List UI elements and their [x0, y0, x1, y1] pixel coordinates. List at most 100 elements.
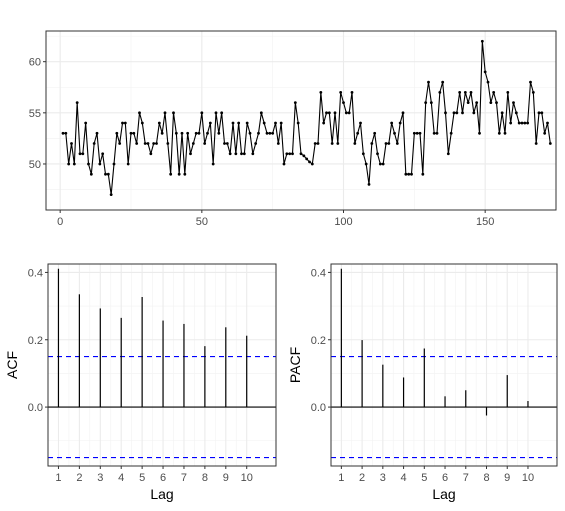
series-point	[78, 152, 82, 156]
acf-x-tick-label: 3	[97, 472, 103, 484]
acf-x-tick-label: 10	[241, 472, 253, 484]
pacf-x-tick-label: 1	[338, 472, 344, 484]
series-point	[429, 101, 433, 104]
series-point	[87, 162, 90, 166]
series-point	[378, 162, 382, 166]
series-point	[444, 111, 447, 115]
series-point	[143, 142, 147, 145]
series-point	[531, 90, 535, 94]
series-point	[500, 111, 504, 115]
series-point	[393, 131, 396, 135]
series-point	[503, 131, 507, 135]
series-point	[92, 142, 96, 145]
series-point	[174, 131, 178, 135]
acf-x-tick-label: 9	[223, 472, 229, 484]
series-point	[84, 121, 88, 125]
series-point	[155, 142, 158, 145]
series-point	[438, 90, 442, 94]
series-point	[446, 152, 450, 156]
series-point	[152, 142, 156, 145]
series-point	[262, 121, 266, 125]
series-point	[534, 142, 538, 145]
acf-y-tick-label: 0.2	[28, 335, 43, 347]
series-point	[126, 162, 130, 166]
series-point	[67, 162, 71, 166]
pacf-x-tick-label: 5	[421, 472, 427, 484]
series-point	[475, 101, 479, 104]
series-point	[208, 121, 212, 125]
series-point	[149, 152, 153, 156]
series-point	[424, 101, 428, 104]
series-point	[350, 90, 354, 94]
series-point	[387, 142, 391, 145]
acf-x-tick-label: 1	[55, 472, 61, 484]
series-point	[342, 101, 345, 104]
series-point	[333, 111, 337, 115]
series-point	[395, 142, 399, 145]
series-point	[495, 101, 498, 104]
series-point	[401, 111, 405, 115]
series-point	[70, 142, 73, 145]
series-point	[478, 131, 481, 135]
series-point	[537, 111, 541, 115]
series-point	[242, 152, 246, 156]
series-point	[251, 152, 255, 156]
series-point	[279, 121, 283, 125]
series-point	[523, 121, 527, 125]
series-point	[540, 111, 544, 115]
pacf-x-tick-label: 6	[442, 472, 448, 484]
series-point	[217, 131, 221, 135]
series-point	[104, 172, 107, 176]
series-point	[483, 70, 487, 74]
series-point	[285, 152, 289, 156]
series-point	[228, 152, 232, 156]
series-point	[121, 121, 124, 125]
pacf-spikes	[340, 268, 529, 416]
pacf-y-tick-label: 0.2	[311, 335, 326, 347]
series-point	[276, 142, 280, 145]
series-point	[135, 142, 139, 145]
series-point	[169, 172, 173, 176]
series-point	[259, 111, 263, 115]
series-point	[376, 152, 379, 156]
series-point	[95, 131, 99, 135]
series-point	[506, 90, 510, 94]
series-point	[339, 90, 343, 94]
series-y-tick-label: 50	[29, 159, 41, 171]
series-point	[274, 121, 277, 125]
series-point	[410, 172, 413, 176]
series-point	[211, 162, 215, 166]
series-point	[529, 80, 532, 84]
series-point	[225, 142, 229, 145]
series-point	[115, 131, 119, 135]
series-point	[310, 162, 314, 166]
series-point	[514, 111, 518, 115]
series-point	[370, 142, 374, 145]
series-point	[245, 121, 249, 125]
series-point	[203, 142, 207, 145]
series-point	[381, 162, 385, 166]
acf-x-tick-label: 8	[202, 472, 208, 484]
pacf-x-tick-label: 2	[359, 472, 365, 484]
series-point	[106, 172, 110, 176]
series-point	[347, 111, 351, 115]
series-point	[81, 152, 85, 156]
series-point	[458, 90, 462, 94]
series-point	[415, 131, 419, 135]
series-point	[418, 131, 422, 135]
series-point	[489, 101, 493, 104]
series-point	[296, 121, 300, 125]
series-point	[240, 152, 243, 156]
series-point	[291, 152, 294, 156]
acf-panel-border	[47, 263, 277, 467]
series-point	[384, 142, 388, 145]
acf-y-axis-title: ACF	[4, 351, 20, 379]
acf-x-tick-label: 7	[181, 472, 187, 484]
series-point	[364, 162, 368, 166]
series-panel-border	[45, 30, 557, 211]
series-point	[407, 172, 411, 176]
series-point	[367, 183, 371, 186]
series-point	[268, 131, 272, 135]
series-point	[101, 152, 105, 156]
